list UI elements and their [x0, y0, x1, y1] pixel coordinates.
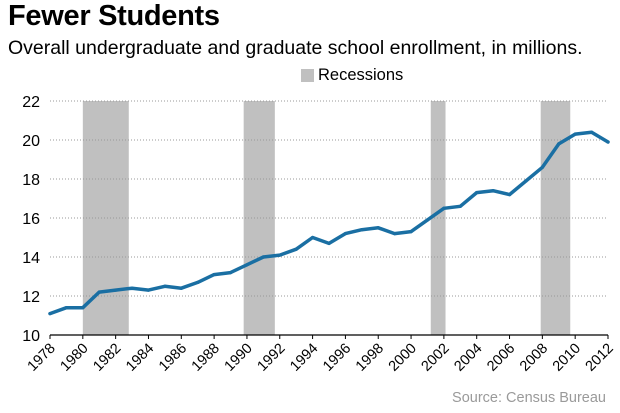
data-point-1992 [278, 253, 282, 257]
data-point-1995 [327, 241, 331, 245]
data-point-2005 [491, 189, 495, 193]
data-point-1997 [360, 228, 364, 232]
data-point-1983 [130, 286, 134, 290]
data-point-1980 [81, 306, 85, 310]
x-tick-label-2004: 2004 [451, 341, 485, 375]
data-point-1981 [97, 290, 101, 294]
legend: Recessions [301, 66, 403, 85]
series-line-enrollment [48, 130, 610, 316]
x-tick-label-1992: 1992 [254, 341, 288, 375]
chart-title: Fewer Students [8, 0, 220, 32]
data-point-1985 [163, 284, 167, 288]
data-point-1979 [64, 306, 69, 310]
data-point-2009 [557, 142, 561, 146]
legend-label-recessions: Recessions [318, 66, 404, 84]
data-point-1999 [393, 232, 397, 236]
data-point-1994 [310, 235, 315, 240]
y-tick-label-18: 18 [22, 172, 40, 189]
chart-subtitle: Overall undergraduate and graduate schoo… [8, 37, 583, 59]
data-point-2007 [524, 179, 528, 183]
y-tick-label-10: 10 [22, 328, 40, 345]
data-point-1998 [376, 226, 380, 230]
y-tick-label-22: 22 [22, 94, 40, 111]
x-tick-label-2008: 2008 [517, 341, 551, 375]
data-point-2006 [507, 193, 512, 197]
data-point-1982 [114, 288, 118, 292]
y-tick-label-16: 16 [22, 211, 40, 228]
x-tick-label-1988: 1988 [189, 341, 223, 375]
x-tick-label-2002: 2002 [419, 341, 453, 375]
recession-band-0 [82, 101, 129, 335]
x-tick-label-1984: 1984 [123, 341, 157, 375]
data-point-2011 [589, 130, 594, 134]
x-tick-label-1986: 1986 [156, 341, 190, 375]
data-point-1988 [212, 272, 216, 277]
data-point-1978 [48, 311, 52, 316]
recession-band-2 [430, 101, 446, 335]
data-point-2000 [409, 230, 413, 234]
legend-swatch-recessions [301, 69, 314, 82]
data-point-1990 [245, 263, 249, 267]
data-point-1993 [294, 247, 298, 251]
source-note: Source: Census Bureau [452, 390, 606, 406]
x-tick-label-1982: 1982 [90, 341, 124, 375]
data-point-1991 [261, 255, 265, 259]
x-tick-label-2012: 2012 [583, 341, 617, 375]
x-tick-label-2010: 2010 [550, 341, 584, 375]
x-tick-label-1980: 1980 [58, 341, 92, 375]
data-point-2010 [573, 132, 577, 136]
y-tick-label-14: 14 [22, 250, 40, 267]
data-point-1987 [196, 280, 200, 284]
data-point-2002 [442, 206, 446, 210]
data-point-2003 [458, 204, 462, 208]
data-point-1989 [228, 271, 233, 275]
x-tick-label-2006: 2006 [484, 341, 518, 375]
y-tick-label-20: 20 [22, 133, 40, 150]
data-point-2004 [475, 191, 479, 195]
x-tick-label-1998: 1998 [353, 341, 387, 375]
x-tick-label-1978: 1978 [25, 341, 59, 375]
data-point-2008 [540, 165, 544, 169]
x-tick-label-1990: 1990 [222, 341, 256, 375]
x-tick-label-1994: 1994 [287, 341, 321, 375]
data-point-1984 [146, 288, 151, 292]
data-point-2012 [606, 140, 610, 144]
x-tick-label-2000: 2000 [386, 341, 420, 375]
x-tick-label-1996: 1996 [320, 341, 354, 375]
data-point-1986 [179, 286, 183, 290]
data-point-1996 [343, 232, 348, 236]
data-point-2001 [425, 218, 430, 222]
y-tick-label-12: 12 [22, 289, 40, 306]
